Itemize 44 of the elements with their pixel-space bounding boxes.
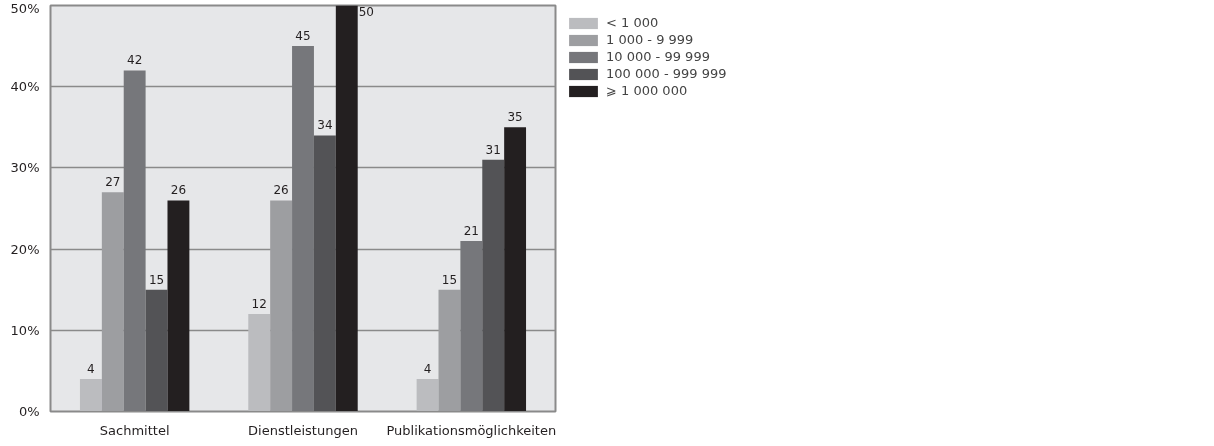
data-label: 4 bbox=[87, 362, 95, 377]
bar bbox=[292, 46, 314, 412]
bar bbox=[145, 289, 168, 412]
data-label: 15 bbox=[441, 272, 458, 287]
data-label: 42 bbox=[127, 53, 143, 68]
data-label: 45 bbox=[295, 29, 311, 44]
data-label: 35 bbox=[507, 110, 523, 125]
bar bbox=[460, 240, 483, 412]
bar bbox=[101, 192, 124, 412]
data-label: 4 bbox=[423, 362, 432, 377]
data-label: 50 bbox=[358, 4, 374, 19]
bar bbox=[313, 135, 336, 412]
bar bbox=[335, 5, 358, 412]
x-tick-label: Dienstleistungen bbox=[248, 422, 358, 438]
y-tick-label: 0% bbox=[18, 404, 40, 419]
y-tick-label: 20% bbox=[10, 241, 40, 257]
data-label: 26 bbox=[273, 183, 289, 198]
x-tick-label: Sachmittel bbox=[99, 422, 170, 438]
data-label: 31 bbox=[485, 142, 501, 157]
bar bbox=[123, 70, 146, 412]
y-tick-label: 40% bbox=[10, 79, 40, 95]
bar bbox=[248, 314, 271, 412]
bar bbox=[79, 379, 102, 412]
legend-label: 100 000 - 999 999 bbox=[606, 66, 727, 81]
bar bbox=[504, 127, 527, 412]
data-label: 34 bbox=[317, 118, 333, 133]
bar bbox=[270, 200, 293, 412]
data-label: 15 bbox=[148, 272, 165, 287]
data-label: 12 bbox=[251, 297, 267, 312]
y-tick-label: 10% bbox=[10, 322, 40, 338]
x-tick-label: Publikationsmöglichkeiten bbox=[386, 422, 557, 438]
data-label: 21 bbox=[463, 223, 479, 238]
legend-label: ⩾ 1 000 000 bbox=[606, 83, 688, 98]
bar bbox=[416, 379, 439, 412]
bar bbox=[482, 159, 505, 412]
data-label: 26 bbox=[170, 183, 187, 198]
legend-label: 1 000 - 9 999 bbox=[606, 32, 694, 47]
bar bbox=[438, 289, 461, 412]
legend-label: 10 000 - 99 999 bbox=[606, 49, 710, 64]
y-tick-label: 30% bbox=[10, 160, 40, 176]
bar bbox=[167, 200, 190, 412]
y-tick-label: 50% bbox=[10, 0, 40, 16]
data-label: 27 bbox=[105, 175, 121, 190]
legend-label: < 1 000 bbox=[606, 15, 659, 30]
